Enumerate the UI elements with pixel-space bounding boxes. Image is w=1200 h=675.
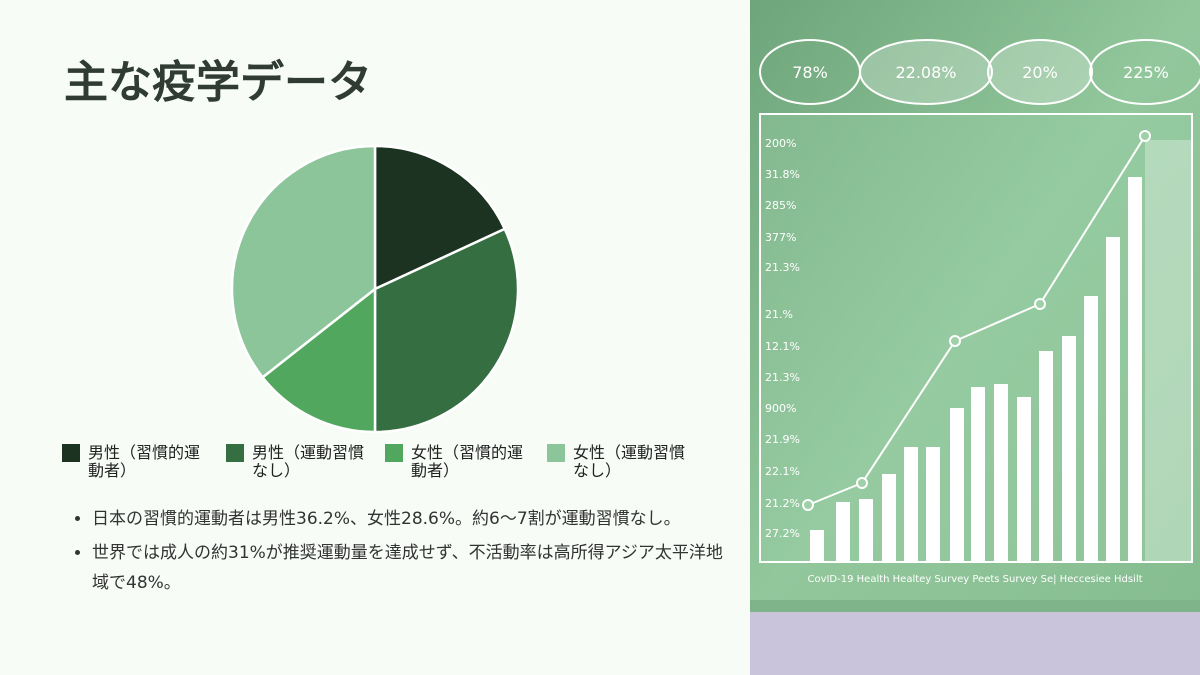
pie-chart — [230, 144, 520, 434]
decor-bar — [1128, 177, 1142, 562]
pie-slice — [373, 144, 507, 291]
bullet: 日本の習慣的運動者は男性36.2%、女性28.6%。約6～7割が運動習慣なし。 — [92, 504, 732, 534]
slide-title: 主な疫学データ — [64, 57, 372, 108]
bubble-label: 225% — [1123, 63, 1169, 82]
image-axis-label: 900% — [765, 402, 796, 415]
decor-bar — [1062, 336, 1076, 562]
legend-swatch — [547, 444, 565, 462]
trend-dot — [856, 477, 868, 489]
bubble-label: 20% — [1022, 63, 1058, 82]
image-axis-label: 21.3% — [765, 261, 800, 274]
decor-bar — [882, 474, 896, 562]
image-axis-label: 27.2% — [765, 527, 800, 540]
decor-bar — [1106, 237, 1120, 562]
image-axis-label: 31.8% — [765, 168, 800, 181]
legend-item: 女性（運動習慣なし） — [547, 444, 687, 480]
decor-bar — [904, 447, 918, 562]
decor-bar — [836, 502, 850, 562]
legend-label: 男性（運動習慣なし） — [252, 443, 365, 480]
image-axis-label: 12.1% — [765, 340, 800, 353]
legend-swatch — [385, 444, 403, 462]
image-axis-label: 285% — [765, 199, 796, 212]
floor — [750, 612, 1200, 675]
image-axis-label: 21.3% — [765, 371, 800, 384]
bubble — [859, 39, 993, 105]
bubble-label: 78% — [792, 63, 828, 82]
decor-bar — [926, 447, 940, 562]
decor-bar — [1039, 351, 1053, 562]
legend-swatch — [226, 444, 244, 462]
trend-dot — [802, 499, 814, 511]
trend-dot — [1139, 130, 1151, 142]
legend-label: 男性（習慣的運動者） — [88, 443, 201, 480]
legend-item: 女性（習慣的運動者） — [385, 444, 525, 480]
image-axis-label: 21.2% — [765, 497, 800, 510]
bullet-list: 日本の習慣的運動者は男性36.2%、女性28.6%。約6～7割が運動習慣なし。世… — [68, 504, 732, 602]
image-axis-label: 22.1% — [765, 465, 800, 478]
pie-slice — [260, 286, 377, 434]
highlight — [1145, 140, 1193, 562]
decor-bar — [810, 530, 824, 562]
decor-bar — [971, 387, 985, 562]
image-caption: CovID-19 Health Healtey Survey Peets Sur… — [807, 574, 1142, 585]
image-axis-label: 21.9% — [765, 433, 800, 446]
decor-bar — [994, 384, 1008, 562]
legend-label: 女性（習慣的運動者） — [411, 443, 524, 480]
pie-slice — [373, 227, 520, 434]
bubble — [1089, 39, 1200, 105]
decor-bar — [950, 408, 964, 562]
trend-dot — [1034, 298, 1046, 310]
decor-bar — [859, 499, 873, 562]
legend-label: 女性（運動習慣なし） — [573, 443, 686, 480]
legend-swatch — [62, 444, 80, 462]
legend-item: 男性（運動習慣なし） — [226, 444, 366, 480]
image-axis-label: 377% — [765, 231, 796, 244]
trend-dot — [949, 335, 961, 347]
decor-bar — [1017, 397, 1031, 562]
image-axis-label: 200% — [765, 137, 796, 150]
pie-slice — [230, 144, 377, 380]
illustration: 78% 22.08% 20% 225% 200% 31.8% 285% 377% 21.3% 21… — [750, 0, 1200, 675]
legend-item: 男性（習慣的運動者） — [62, 444, 202, 480]
bubble — [987, 39, 1093, 105]
bullet: 世界では成人の約31%が推奨運動量を達成せず、不活動率は高所得アジア太平洋地域で… — [92, 538, 732, 598]
decor-bar — [1084, 296, 1098, 562]
image-axis-label: 21.% — [765, 308, 793, 321]
baseboard — [750, 600, 1200, 614]
bubble-label: 22.08% — [895, 63, 956, 82]
